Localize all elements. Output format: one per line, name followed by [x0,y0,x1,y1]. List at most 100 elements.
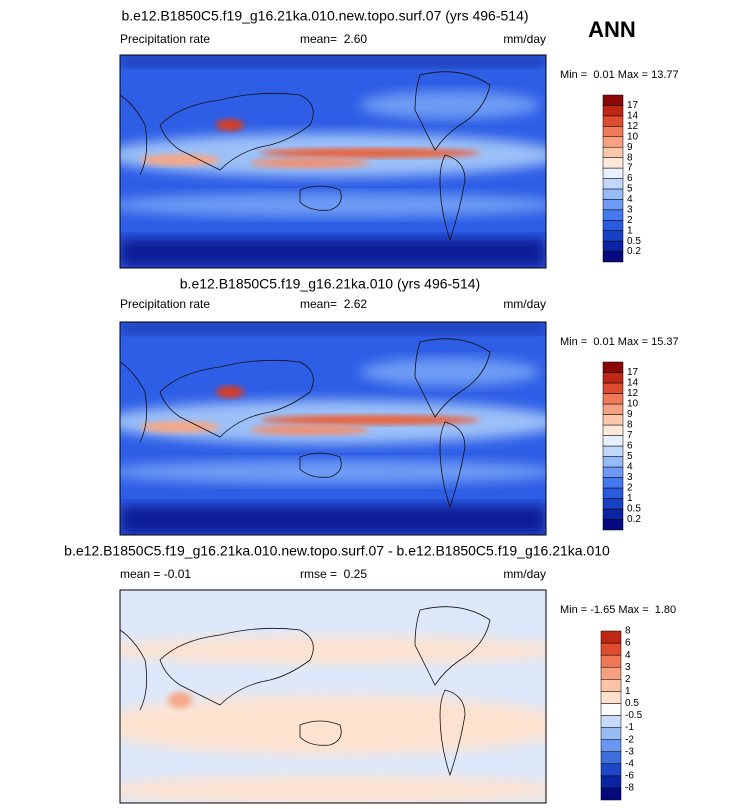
colorbar-box [602,105,624,117]
map [120,55,546,268]
colorbar-label: 9 [627,409,633,420]
colorbar-box [602,209,624,221]
polar-north [120,322,546,334]
map-frame [119,54,547,269]
colorbar-box [602,414,624,426]
coastline [439,689,466,777]
min-max: Min = 0.01 Max = 13.77 [560,69,679,81]
colorbar-box [600,739,622,752]
colorbar-label: 8 [627,420,633,431]
coastline [159,627,314,706]
colorbar-label: 14 [627,111,639,122]
map [120,322,546,535]
colorbar-label: 2 [625,674,631,685]
colorbar-box [602,188,624,200]
colorbar-label: 1 [627,225,633,236]
colorbar-label: 5 [627,184,633,195]
storm-track-n [360,358,540,386]
center-label: mean= 2.60 [300,32,367,46]
colorbar-box [602,126,624,137]
colorbar-box [602,435,624,447]
colorbar-box [602,136,624,148]
units-label: mm/day [503,297,546,311]
coastline [299,452,342,478]
colorbar-box [602,487,624,499]
colorbar-label: 14 [627,378,639,389]
colorbar-label: 7 [627,163,633,174]
colorbar-label: 5 [627,451,633,462]
colorbar-box [602,240,624,252]
colorbar-box [602,508,624,520]
coastline [414,338,491,418]
colorbar-label: 3 [627,472,633,483]
colorbar-label: 0.2 [627,514,641,525]
colorbar-label: 7 [627,430,633,441]
colorbar-label: -2 [625,734,634,745]
colorbar-box [600,654,622,668]
coastline [120,361,148,443]
colorbar-label: 0.5 [627,504,641,515]
units-label: mm/day [503,32,546,46]
left-label: Precipitation rate [120,297,210,311]
colorbar-box [600,751,622,765]
colorbar-box [600,703,622,716]
left-label: Precipitation rate [120,32,210,46]
map [120,590,546,803]
colorbar-box [602,477,624,489]
colorbar-label: 6 [627,441,633,452]
monsoon [216,386,244,398]
pos-band [120,695,546,755]
colorbar-label: 9 [627,142,633,153]
colorbar-box [602,519,624,531]
colorbar-label: 6 [627,173,633,184]
polar-south [120,238,546,268]
colorbar-box [600,679,622,692]
coastline [299,720,342,746]
colorbar-label: 10 [627,399,639,410]
min-max: Min = -1.65 Max = 1.80 [560,604,676,616]
coastline [120,629,148,711]
colorbar-label: 8 [625,626,631,637]
colorbar-box [600,775,622,789]
colorbar-box [602,251,624,263]
coastline [120,94,148,176]
colorbar-box [602,115,624,127]
io [140,154,220,166]
colorbar-box [602,199,624,211]
colorbar-box [602,498,624,510]
storm-track-n [360,91,540,119]
storm-track-s [120,193,546,217]
colorbar-box [602,94,624,106]
units-label: mm/day [503,567,546,581]
itcz [260,415,480,425]
africa [168,692,192,708]
min-max: Min = 0.01 Max = 15.37 [560,336,679,348]
map-frame [119,321,547,536]
colorbar-label: 17 [627,100,639,111]
colorbar-label: 17 [627,367,639,378]
colorbar-label: 2 [627,483,633,494]
pos-south [120,776,546,803]
colorbar-box [602,361,624,373]
panel-title: b.e12.B1850C5.f19_g16.21ka.010.new.topo.… [121,8,528,24]
colorbar-label: 12 [627,121,639,132]
polar-north [120,55,546,67]
pos-band2 [120,636,546,664]
colorbar-box [602,456,624,468]
colorbar-box [600,727,622,740]
colorbar-box [602,157,624,169]
colorbar-box [602,393,624,405]
season-label: ANN [588,17,636,42]
colorbar-box [600,642,622,656]
coastline [299,185,342,211]
colorbar-box [602,424,624,436]
colorbar-box [600,691,622,704]
colorbar-label: -8 [625,783,634,794]
coastline [159,92,314,171]
colorbar-box [600,715,622,728]
panel-title: b.e12.B1850C5.f19_g16.21ka.010 (yrs 496-… [180,276,480,292]
center-label: mean= 2.62 [300,297,367,311]
colorbar-box [602,403,624,415]
itcz [260,148,480,158]
